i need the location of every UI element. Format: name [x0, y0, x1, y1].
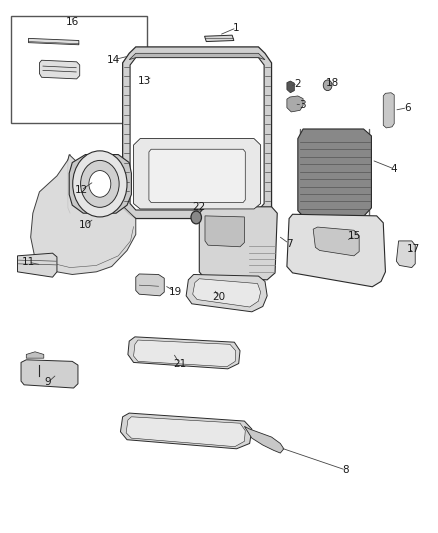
Polygon shape: [149, 149, 245, 203]
Text: 7: 7: [286, 239, 293, 248]
Circle shape: [89, 171, 111, 197]
Polygon shape: [287, 81, 294, 93]
Polygon shape: [120, 413, 252, 449]
Text: 9: 9: [45, 377, 52, 387]
Polygon shape: [287, 96, 303, 112]
Text: 10: 10: [79, 220, 92, 230]
Text: 6: 6: [404, 103, 411, 112]
Polygon shape: [287, 214, 385, 287]
Circle shape: [73, 151, 127, 217]
Text: 1: 1: [233, 23, 240, 33]
Text: 12: 12: [74, 185, 88, 195]
Polygon shape: [134, 139, 261, 209]
Polygon shape: [298, 129, 371, 216]
Text: 17: 17: [407, 244, 420, 254]
Text: 11: 11: [22, 257, 35, 267]
Polygon shape: [128, 337, 240, 369]
Text: 8: 8: [343, 465, 350, 475]
Circle shape: [191, 211, 201, 224]
Polygon shape: [186, 274, 267, 312]
Polygon shape: [28, 38, 79, 45]
Polygon shape: [205, 216, 244, 247]
Polygon shape: [26, 352, 44, 358]
Polygon shape: [39, 60, 80, 79]
Polygon shape: [136, 274, 164, 296]
Polygon shape: [199, 207, 277, 280]
Polygon shape: [21, 360, 78, 388]
Polygon shape: [244, 426, 284, 453]
Text: 19: 19: [169, 287, 182, 296]
Polygon shape: [129, 53, 265, 60]
Polygon shape: [126, 417, 245, 447]
Text: 14: 14: [107, 55, 120, 64]
Polygon shape: [383, 93, 394, 128]
Text: 21: 21: [173, 359, 186, 368]
Circle shape: [81, 160, 119, 207]
Circle shape: [323, 80, 332, 91]
Polygon shape: [123, 47, 272, 219]
Text: 3: 3: [299, 100, 306, 110]
Text: 15: 15: [348, 231, 361, 240]
Text: 18: 18: [326, 78, 339, 87]
Polygon shape: [69, 155, 131, 213]
Polygon shape: [205, 35, 234, 42]
Text: 20: 20: [212, 292, 226, 302]
Polygon shape: [396, 241, 415, 268]
Text: 16: 16: [66, 18, 79, 27]
Text: 22: 22: [193, 203, 206, 212]
Polygon shape: [130, 58, 264, 210]
Text: 4: 4: [391, 164, 398, 174]
Bar: [11, 16, 147, 123]
Polygon shape: [313, 227, 359, 256]
Polygon shape: [134, 340, 236, 367]
Text: 13: 13: [138, 76, 151, 86]
Polygon shape: [193, 279, 261, 307]
Polygon shape: [31, 155, 136, 274]
Text: 2: 2: [294, 79, 301, 88]
Polygon shape: [18, 253, 57, 277]
